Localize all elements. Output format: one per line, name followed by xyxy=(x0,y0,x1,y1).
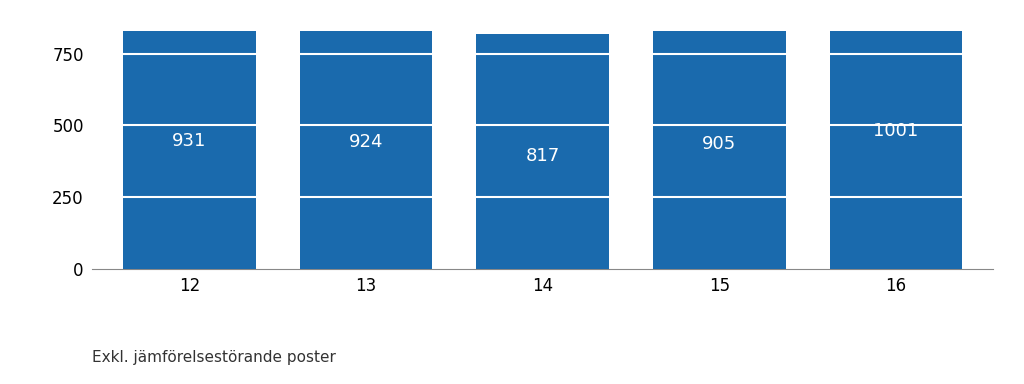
Text: 924: 924 xyxy=(349,132,383,151)
Bar xyxy=(476,35,609,269)
Text: 931: 931 xyxy=(172,132,207,150)
Text: 817: 817 xyxy=(525,147,560,165)
Text: 1001: 1001 xyxy=(873,122,919,140)
Bar xyxy=(653,9,785,269)
Text: 905: 905 xyxy=(702,135,736,153)
Bar xyxy=(300,4,432,269)
Bar xyxy=(123,2,256,269)
Text: Exkl. jämförelsestörande poster: Exkl. jämförelsestörande poster xyxy=(92,350,336,365)
Bar xyxy=(829,0,963,269)
